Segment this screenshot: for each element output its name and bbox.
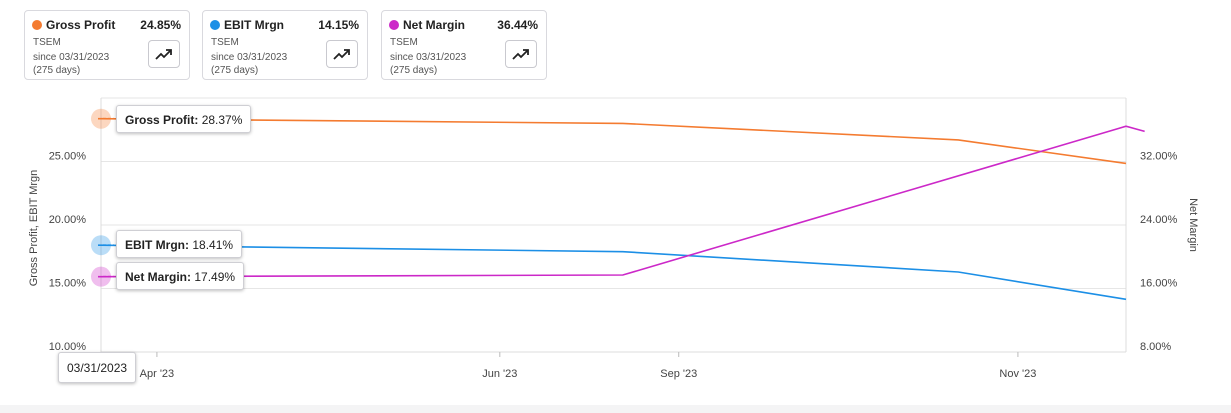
tooltip-value: 17.49% [194,270,236,284]
metric-name: Net Margin [403,18,466,32]
metric-name: EBIT Mrgn [224,18,284,32]
net-margin-legend-dot [389,20,399,30]
x-tick-label: Apr '23 [140,368,175,380]
right-tick-label: 32.00% [1140,151,1178,163]
right-tick-label: 24.00% [1140,214,1178,226]
trending-up-icon [333,49,350,60]
tooltip-label: Net Margin: [125,270,191,284]
metric-value: 36.44% [497,18,538,32]
metric-value: 14.15% [318,18,359,32]
metric-days: (275 days) [33,65,81,76]
ebit-tooltip: EBIT Mrgn: 18.41% [116,230,243,258]
series-line-net-margin [100,125,1145,278]
left-tick-label: 25.00% [49,151,87,163]
left-tick-label: 20.00% [49,214,87,226]
series-line-ebit-mrgn [100,244,1127,301]
metric-since: since 03/31/2023 [33,52,110,63]
net-margin-tooltip: Net Margin: 17.49% [116,262,245,290]
metric-ticker: TSEM [390,37,418,48]
metric-days: (275 days) [390,65,438,76]
series-line-gross-profit [100,117,1127,165]
metric-card-ebit-mrgn[interactable]: EBIT Mrgn 14.15% TSEM since 03/31/2023 (… [202,10,368,80]
series-markers [91,108,114,287]
gross-profit-tooltip: Gross Profit: 28.37% [116,105,252,133]
left-axis-label: Gross Profit, EBIT Mrgn [28,170,40,287]
grid-lines [101,97,1126,353]
right-tick-label: 16.00% [1140,278,1178,290]
trend-chart-button[interactable] [148,40,180,68]
metric-days: (275 days) [211,65,259,76]
right-axis-ticks: 32.00% 24.00% 16.00% 8.00% [1140,151,1178,354]
right-tick-label: 8.00% [1140,341,1171,353]
x-tick-label: Sep '23 [660,368,697,380]
metric-since: since 03/31/2023 [211,52,288,63]
tooltip-value: 28.37% [201,113,243,127]
date-tooltip: 03/31/2023 [58,352,137,383]
metric-ticker: TSEM [33,37,61,48]
metric-card-gross-profit[interactable]: Gross Profit 24.85% TSEM since 03/31/202… [24,10,190,80]
trend-chart-button[interactable] [326,40,358,68]
metric-value: 24.85% [140,18,181,32]
tooltip-label: EBIT Mrgn: [125,238,189,252]
gross-profit-legend-dot [32,20,42,30]
tooltip-value: 18.41% [192,238,234,252]
left-tick-label: 10.00% [49,341,87,353]
left-tick-label: 15.00% [49,278,87,290]
trending-up-icon [512,49,529,60]
trend-chart-button[interactable] [505,40,537,68]
x-tick-label: Jun '23 [482,368,517,380]
ebit-legend-dot [210,20,220,30]
x-tick-label: Nov '23 [999,368,1036,380]
metric-ticker: TSEM [211,37,239,48]
metric-since: since 03/31/2023 [390,52,467,63]
metric-name: Gross Profit [46,18,116,32]
right-axis-label: Net Margin [1187,198,1199,252]
metric-card-net-margin[interactable]: Net Margin 36.44% TSEM since 03/31/2023 … [381,10,547,80]
left-axis-ticks: 25.00% 20.00% 15.00% 10.00% [49,151,87,354]
tooltip-label: Gross Profit: [125,113,199,127]
trending-up-icon [155,49,172,60]
series-lines [100,117,1145,301]
x-axis-ticks: Apr '23 Jun '23 Sep '23 Nov '23 [140,352,1036,380]
